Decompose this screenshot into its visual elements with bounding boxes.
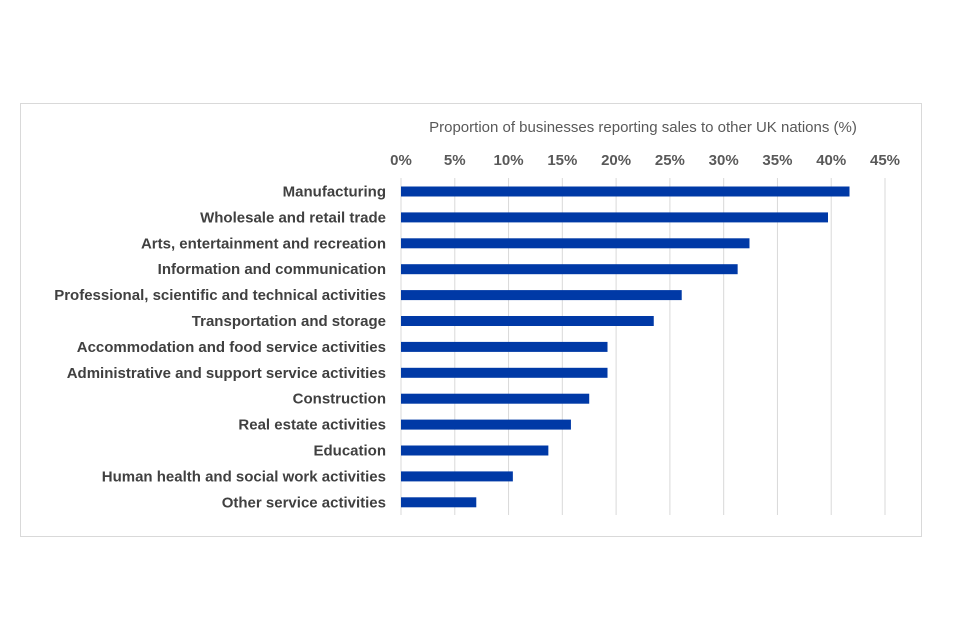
category-labels: Manufacturing Wholesale and retail trade A…: [54, 184, 386, 512]
x-tick-label: 5%: [444, 152, 466, 169]
category-label: Education: [313, 443, 386, 460]
bar: [401, 497, 477, 508]
x-tick-label: 10%: [494, 152, 524, 169]
category-label: Real estate activities: [238, 417, 386, 434]
category-label: Human health and social work activities: [102, 468, 386, 485]
bar: [401, 393, 590, 404]
bar: [401, 367, 608, 378]
x-tick-label: 40%: [816, 152, 846, 169]
category-label: Wholesale and retail trade: [200, 209, 386, 226]
x-tick-label: 15%: [547, 152, 577, 169]
category-label: Construction: [293, 391, 386, 408]
bar: [401, 238, 750, 249]
bar: [401, 290, 682, 301]
category-label: Manufacturing: [283, 184, 386, 201]
category-label: Information and communication: [158, 261, 386, 278]
gridlines: [400, 178, 886, 515]
x-tick-label: 35%: [762, 152, 792, 169]
x-tick-label: 25%: [655, 152, 685, 169]
x-axis-title: Proportion of businesses reporting sales…: [429, 119, 857, 136]
bar: [401, 471, 513, 482]
category-label: Professional, scientific and technical a…: [54, 287, 386, 304]
category-label: Other service activities: [222, 494, 386, 511]
x-tick-labels: 0% 5% 10% 15% 20% 25% 30% 35% 40% 45%: [390, 152, 900, 169]
bars: [401, 186, 850, 508]
x-tick-label: 0%: [390, 152, 412, 169]
bar: [401, 186, 850, 197]
category-label: Arts, entertainment and recreation: [141, 235, 386, 252]
bar: [401, 445, 549, 456]
category-label: Administrative and support service activ…: [67, 365, 386, 382]
x-tick-label: 45%: [870, 152, 900, 169]
x-tick-label: 20%: [601, 152, 631, 169]
bar: [401, 264, 738, 275]
x-tick-label: 30%: [709, 152, 739, 169]
bar: [401, 341, 608, 352]
category-label: Accommodation and food service activitie…: [77, 339, 386, 356]
bar: [401, 212, 828, 223]
bar: [401, 419, 571, 430]
bar: [401, 316, 654, 326]
category-label: Transportation and storage: [192, 313, 386, 330]
